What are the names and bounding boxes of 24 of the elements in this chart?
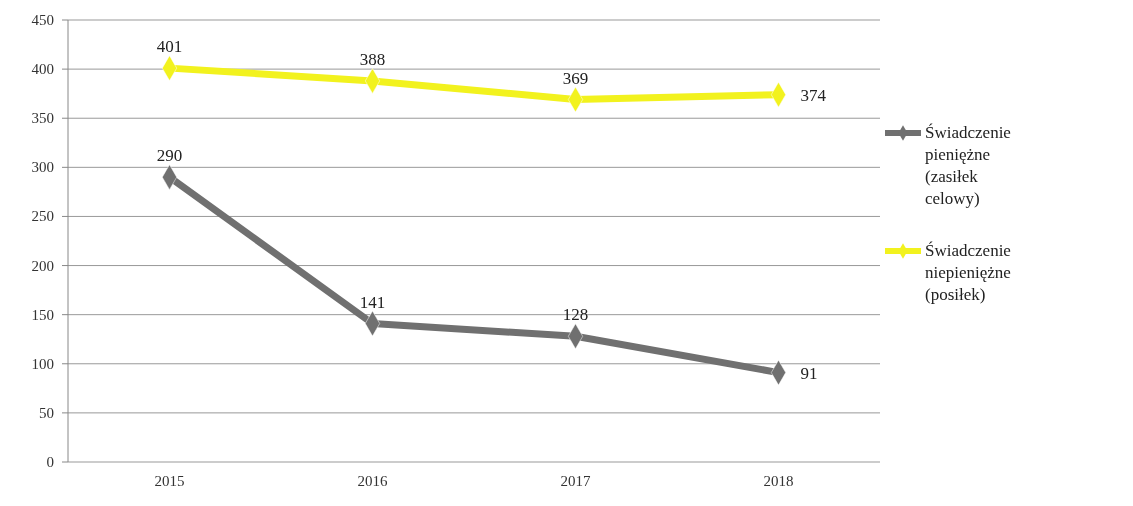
data-label: 374 [800,85,827,105]
x-tick-label: 2018 [763,473,794,489]
data-label: 91 [800,363,818,383]
y-tick-label: 450 [31,12,54,28]
y-tick-label: 300 [31,159,54,176]
data-label: 290 [156,146,183,166]
y-tick-label: 250 [31,208,54,225]
legend-label: Świadczenie pieniężne (zasiłek celowy) [925,123,1011,208]
data-label: 128 [562,305,589,325]
y-tick-label: 350 [31,110,54,127]
data-label: 401 [156,37,183,57]
y-tick-label: 150 [31,306,54,323]
y-tick-label: 400 [31,61,54,78]
y-tick-label: 0 [46,454,54,470]
y-tick-label: 200 [31,257,54,274]
data-label: 141 [359,292,386,312]
x-tick-label: 2017 [560,473,591,489]
y-tick-label: 50 [39,404,54,421]
x-tick-label: 2016 [357,473,388,489]
data-label: 369 [562,68,589,88]
legend-label: Świadczenie niepieniężne (posiłek) [925,241,1011,304]
y-tick-label: 100 [31,355,54,372]
data-label: 388 [359,49,386,69]
x-tick-label: 2015 [154,473,185,489]
